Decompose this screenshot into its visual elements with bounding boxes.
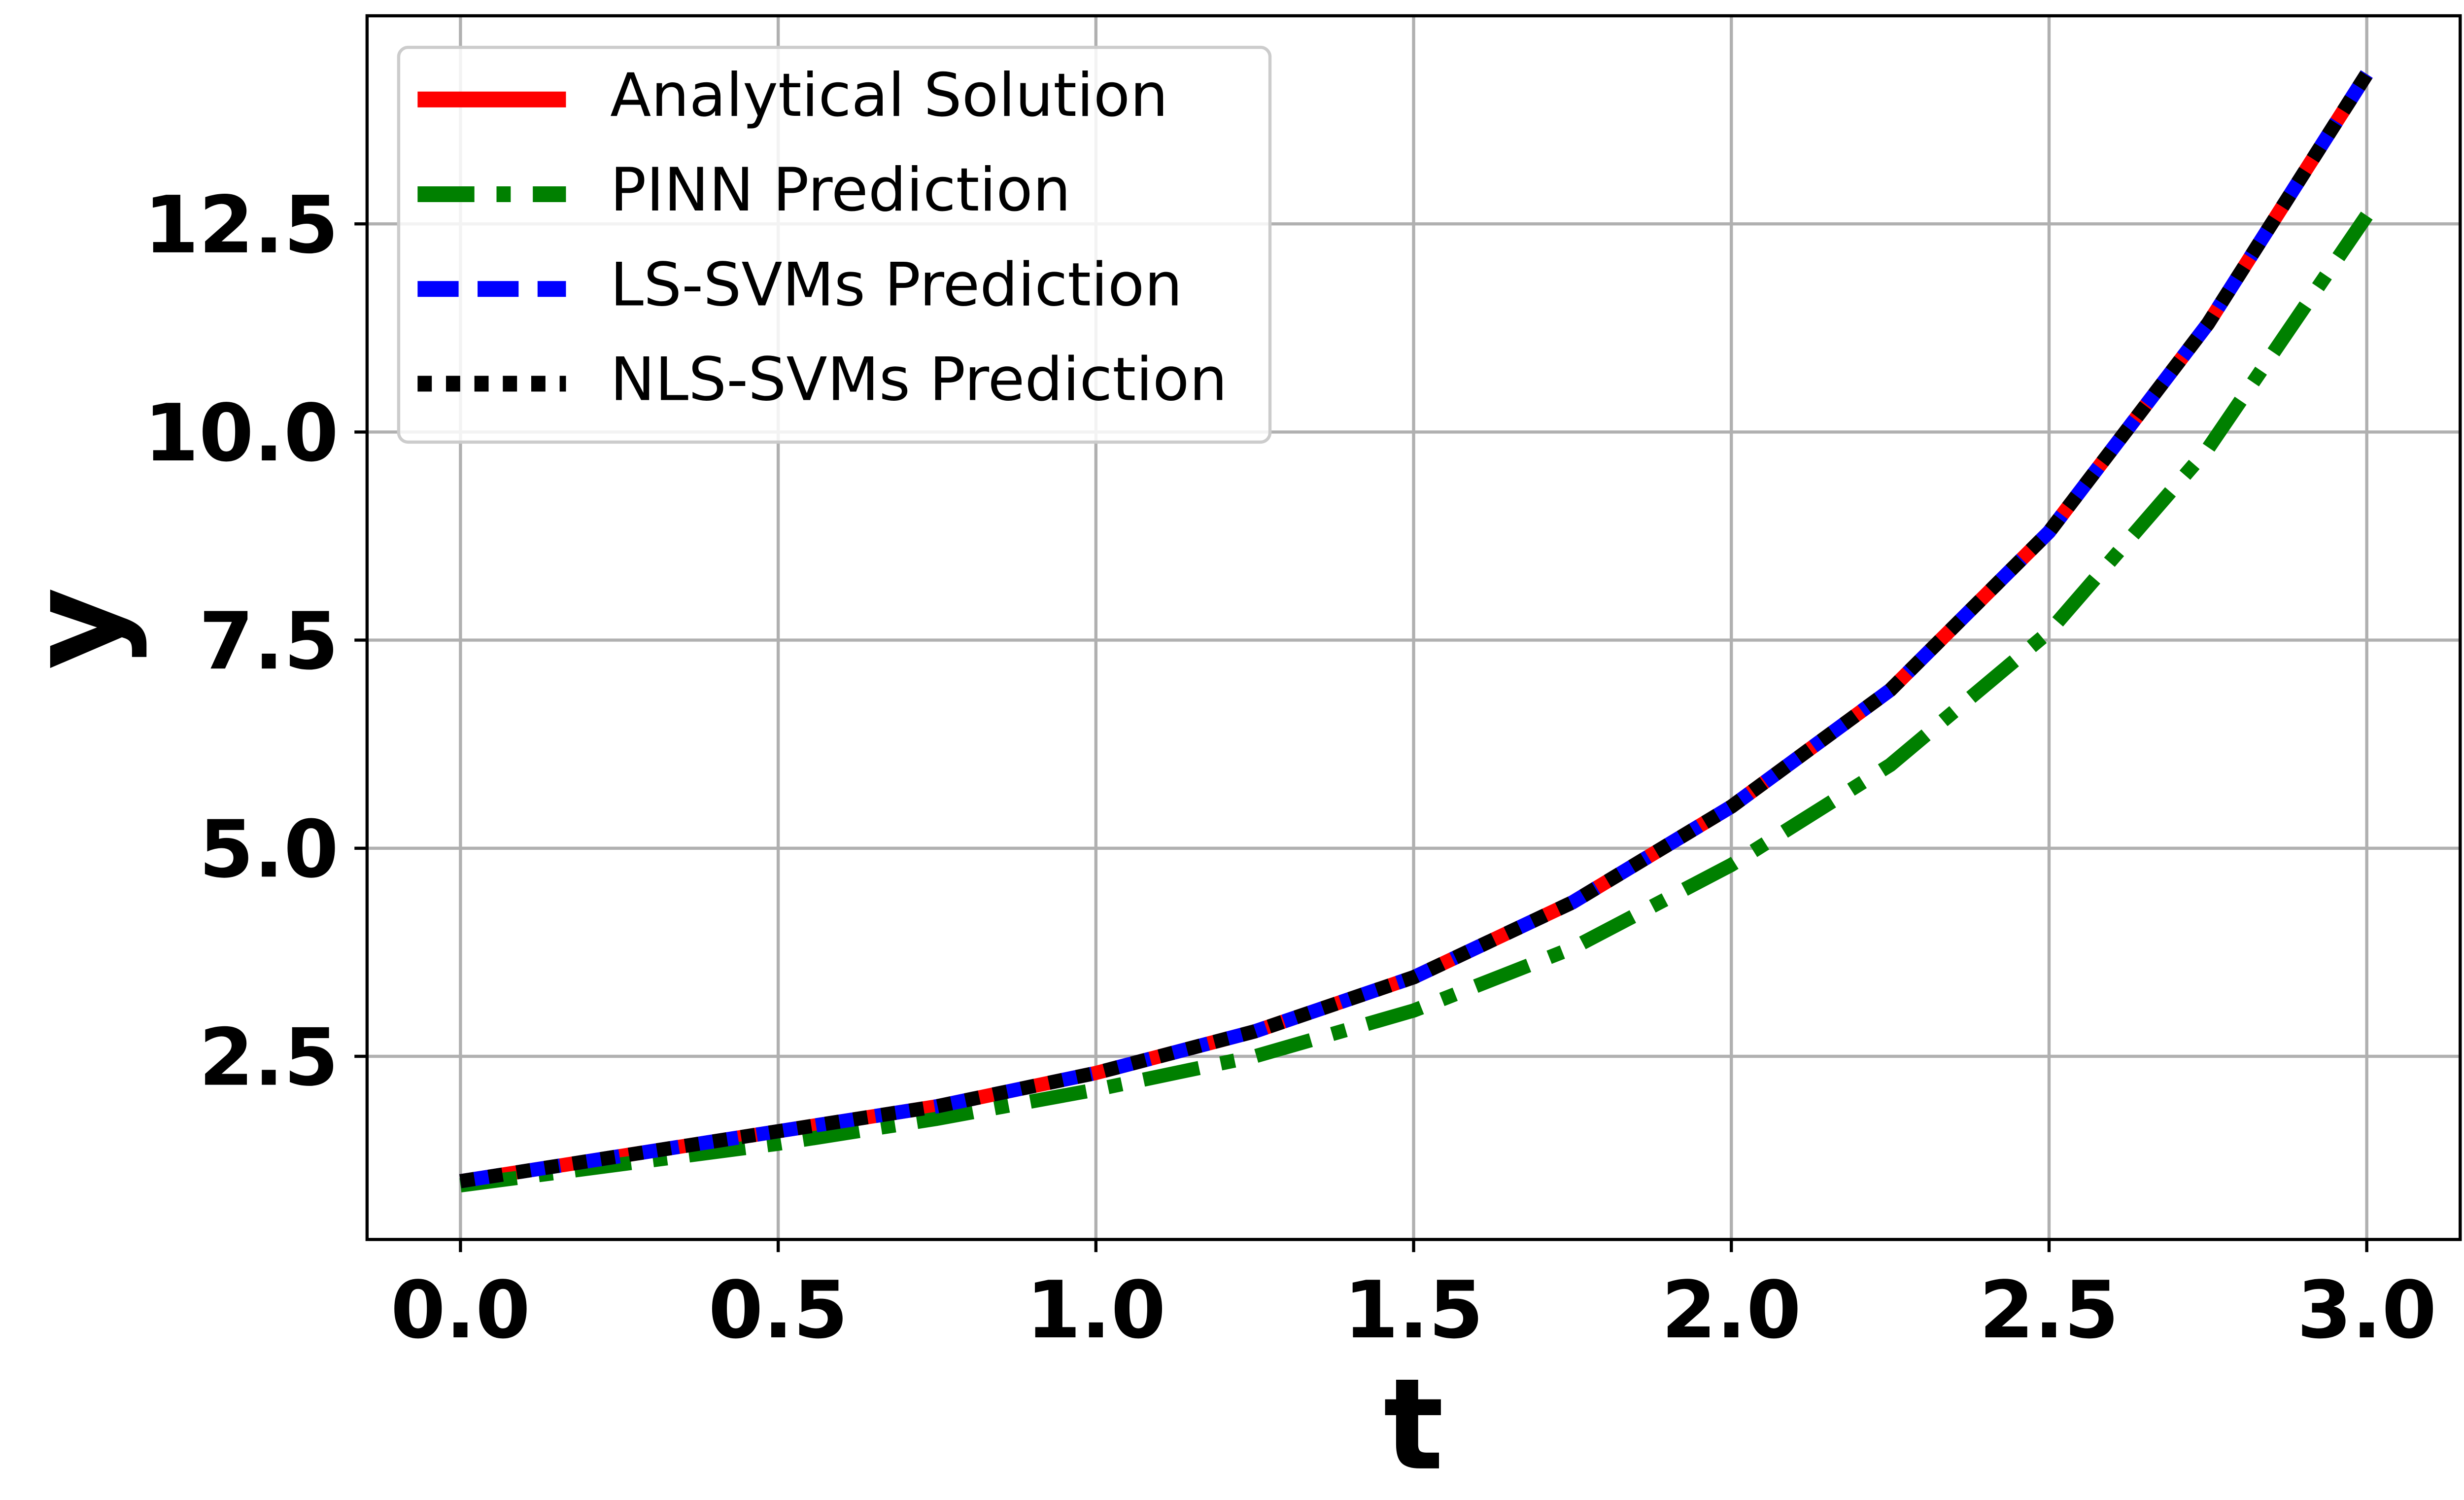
x-tick-label: 3.0 — [2297, 1264, 2437, 1356]
x-tick-label: 1.5 — [1344, 1264, 1484, 1356]
x-tick-label: 1.0 — [1026, 1264, 1166, 1356]
x-tick-label: 0.0 — [391, 1264, 531, 1356]
plot-lines — [459, 70, 2373, 1192]
legend-label: PINN Prediction — [610, 155, 1071, 225]
ticks: 0.0 0.5 1.0 1.5 2.0 2.5 3.0 2.5 5.0 7.5 10.0 12.5 — [144, 179, 2436, 1356]
y-tick-label: 5.0 — [199, 803, 339, 895]
legend-label: Analytical Solution — [610, 60, 1168, 130]
data-line — [459, 211, 2373, 1192]
legend-label: NLS-SVMs Prediction — [610, 345, 1227, 415]
x-tick-label: 2.0 — [1661, 1264, 1801, 1356]
data-line — [459, 70, 2373, 1188]
y-tick-label: 10.0 — [144, 387, 339, 479]
x-tick-label: 2.5 — [1979, 1264, 2119, 1356]
y-axis-label: y — [2, 587, 149, 669]
x-axis-label: t — [1383, 1352, 1444, 1499]
legend-label: LS-SVMs Prediction — [610, 249, 1182, 319]
y-tick-label: 12.5 — [144, 179, 339, 271]
legend-box — [397, 45, 1272, 444]
y-tick-label: 7.5 — [199, 595, 339, 687]
x-tick-label: 0.5 — [708, 1264, 848, 1356]
legend: Analytical Solution PINN Prediction LS-SVM… — [397, 45, 1272, 444]
y-tick-label: 2.5 — [199, 1012, 339, 1104]
